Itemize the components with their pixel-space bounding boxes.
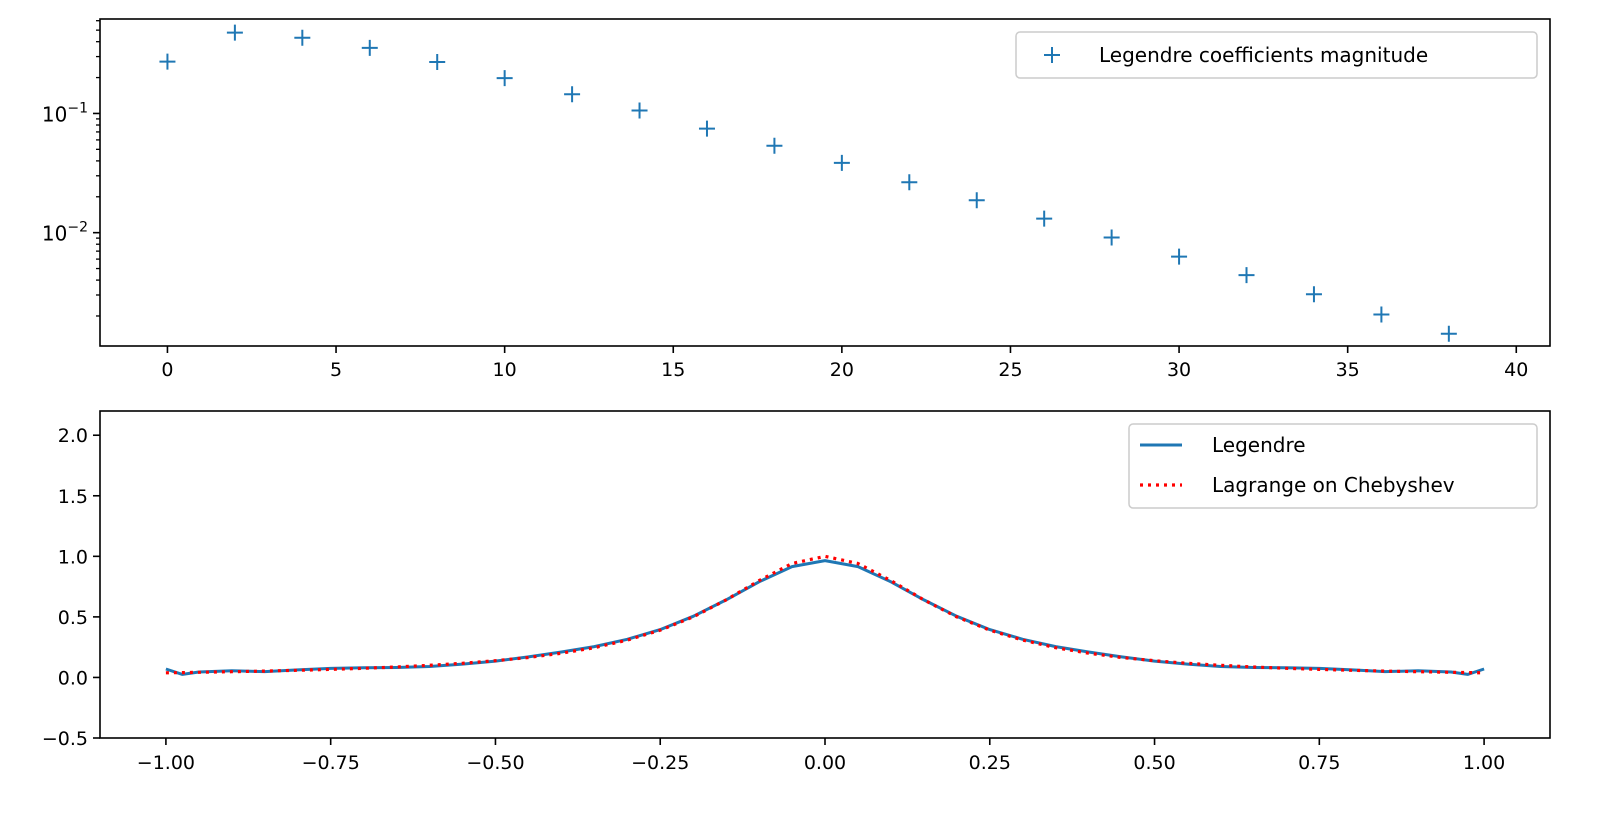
x-tick-label: 0.00 [804, 752, 846, 774]
approximation-axes: −0.5 0.0 0.5 1.0 1.5 2.0 −1.00 −0.75 −0.50 −0.25 0… [42, 410, 1551, 774]
x-tick-label: 35 [1336, 359, 1360, 381]
x-tick-label: 15 [661, 359, 685, 381]
data-point-plus [1440, 325, 1457, 342]
x-tick-label: 0.25 [969, 752, 1011, 774]
x-tick-label: 25 [998, 359, 1022, 381]
data-point-plus [833, 154, 850, 171]
axes-frame [99, 410, 1551, 739]
legend: Legendre Lagrange on Chebyshev [1128, 423, 1538, 509]
axes-frame [99, 18, 1551, 347]
legendre-line [165, 559, 1485, 676]
legend-marker-plus [1044, 47, 1060, 63]
x-tick-label: 20 [830, 359, 854, 381]
data-point-plus [1036, 210, 1053, 227]
lagrange-chebyshev-line [165, 554, 1485, 675]
x-tick-label: 5 [330, 359, 342, 381]
data-point-plus [294, 29, 311, 46]
legend-box [1128, 423, 1538, 509]
data-point-plus [1305, 286, 1322, 303]
x-tick-label: 0 [161, 359, 173, 381]
data-point-plus [564, 86, 581, 103]
x-tick-label: −0.50 [466, 752, 524, 774]
y-tick-label: 10−2 [42, 220, 88, 246]
x-tick-label: 1.00 [1463, 752, 1505, 774]
data-point-plus [698, 120, 715, 137]
y-tick-label: 1.5 [58, 486, 88, 508]
y-tick-label: 0.0 [58, 667, 88, 689]
data-point-plus [1171, 248, 1188, 265]
y-tick-label: 10−1 [42, 100, 88, 126]
data-point-plus [968, 192, 985, 209]
x-tick-label: −0.25 [631, 752, 689, 774]
data-point-plus [496, 70, 513, 87]
data-point-plus [1373, 306, 1390, 323]
x-tick-label: −1.00 [137, 752, 195, 774]
data-point-plus [429, 54, 446, 71]
data-point-plus [766, 137, 783, 154]
data-point-plus [1238, 267, 1255, 284]
legend-label: Legendre [1212, 433, 1306, 457]
x-tick-label: 0.50 [1133, 752, 1175, 774]
data-point-plus [159, 53, 176, 70]
x-tick-label: 0.75 [1298, 752, 1340, 774]
data-point-plus [901, 174, 918, 191]
y-tick-label: 0.5 [58, 607, 88, 629]
legend-label: Legendre coefficients magnitude [1099, 43, 1428, 67]
data-point-plus [226, 24, 243, 41]
data-point-plus [361, 39, 378, 56]
x-tick-label: −0.75 [302, 752, 360, 774]
data-point-plus [631, 102, 648, 119]
coefficients-axes: 10−1 10−2 0 5 10 15 20 25 30 35 40 Legendre coeffic… [42, 18, 1551, 381]
x-tick-label: 10 [493, 359, 517, 381]
data-point-plus [1103, 229, 1120, 246]
y-tick-label: 2.0 [58, 425, 88, 447]
x-tick-label: 40 [1504, 359, 1528, 381]
legend: Legendre coefficients magnitude [1015, 31, 1538, 79]
x-tick-label: 30 [1167, 359, 1191, 381]
y-tick-label: 1.0 [58, 546, 88, 568]
legend-label: Lagrange on Chebyshev [1212, 473, 1455, 497]
y-tick-label: −0.5 [42, 728, 88, 750]
legend-box [1015, 31, 1538, 79]
